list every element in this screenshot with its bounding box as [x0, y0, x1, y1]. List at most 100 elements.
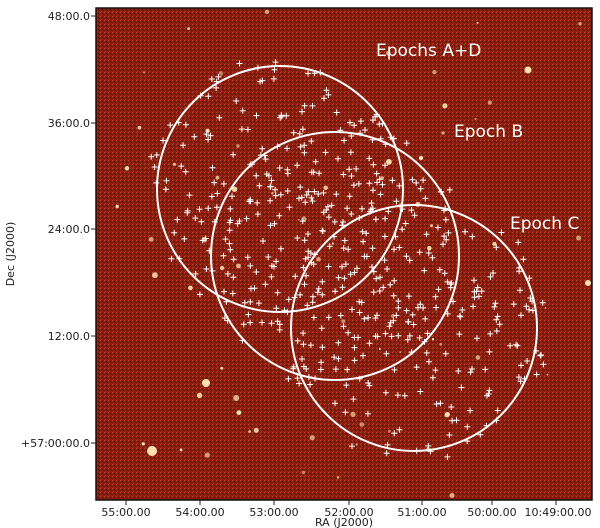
- source-marker: [437, 400, 444, 407]
- source-marker: [366, 180, 373, 187]
- source-marker: [205, 136, 212, 143]
- source-marker: [372, 216, 379, 223]
- source-marker: [294, 235, 301, 241]
- source-marker: [473, 288, 480, 295]
- source-marker: [366, 155, 373, 162]
- source-marker: [299, 126, 306, 133]
- source-marker: [395, 298, 402, 305]
- star: [432, 70, 437, 75]
- source-marker: [305, 231, 311, 237]
- source-marker: [351, 122, 358, 129]
- epoch-label-a-d: Epochs A+D: [376, 41, 481, 61]
- source-marker: [277, 191, 284, 198]
- source-marker: [408, 207, 415, 214]
- source-marker: [447, 284, 454, 291]
- source-marker: [305, 188, 312, 195]
- source-marker: [403, 140, 410, 147]
- source-marker: [420, 304, 427, 311]
- source-marker: [182, 168, 189, 175]
- star: [137, 125, 142, 130]
- source-marker: [446, 186, 453, 193]
- source-marker: [396, 244, 403, 251]
- source-marker: [325, 214, 332, 221]
- source-marker: [207, 132, 214, 139]
- source-marker: [268, 177, 275, 184]
- star: [390, 314, 395, 318]
- star: [196, 392, 203, 399]
- source-marker: [349, 443, 355, 450]
- source-marker: [296, 380, 303, 387]
- source-marker: [307, 250, 314, 257]
- source-marker: [272, 186, 279, 193]
- source-marker: [196, 206, 203, 213]
- source-marker: [260, 238, 266, 244]
- source-marker: [202, 235, 209, 242]
- source-marker: [300, 330, 307, 337]
- source-marker: [425, 250, 432, 256]
- source-marker: [273, 305, 280, 312]
- x-tick-label: 54:00.00: [175, 506, 224, 519]
- source-marker: [276, 321, 283, 328]
- source-marker: [448, 280, 455, 286]
- source-marker: [324, 203, 331, 210]
- source-marker: [356, 298, 363, 305]
- source-marker: [403, 253, 410, 260]
- source-marker: [284, 188, 291, 194]
- source-marker: [395, 304, 402, 311]
- source-marker: [435, 224, 441, 231]
- star: [323, 185, 329, 191]
- star: [248, 430, 251, 433]
- source-marker: [240, 321, 247, 328]
- source-marker: [444, 278, 451, 285]
- star: [219, 265, 225, 271]
- source-marker: [184, 209, 191, 216]
- source-marker: [167, 122, 174, 129]
- source-marker: [344, 205, 351, 212]
- source-marker: [268, 273, 275, 280]
- source-marker: [303, 192, 310, 198]
- source-marker: [464, 423, 471, 430]
- source-marker: [406, 257, 413, 264]
- source-marker: [285, 296, 292, 303]
- source-marker: [373, 275, 380, 282]
- source-marker: [441, 270, 448, 277]
- source-marker: [486, 387, 493, 394]
- source-marker: [467, 407, 474, 414]
- source-marker: [358, 299, 365, 306]
- source-marker: [317, 366, 324, 373]
- star: [179, 448, 183, 452]
- star: [188, 285, 193, 291]
- star: [236, 263, 241, 269]
- source-marker: [319, 344, 326, 351]
- source-marker: [247, 319, 254, 326]
- source-marker: [309, 299, 316, 306]
- star: [233, 395, 240, 401]
- source-marker: [462, 228, 468, 235]
- source-marker: [230, 151, 237, 158]
- source-marker: [272, 192, 279, 199]
- source-marker: [518, 312, 524, 319]
- source-marker: [277, 114, 284, 121]
- source-marker: [198, 218, 205, 225]
- source-marker: [417, 388, 424, 395]
- source-marker: [221, 288, 227, 295]
- source-marker: [382, 215, 389, 222]
- source-marker: [211, 179, 218, 186]
- source-marker: [226, 227, 233, 234]
- source-marker: [253, 112, 260, 119]
- source-marker: [302, 255, 309, 262]
- source-marker: [273, 258, 280, 265]
- source-marker: [498, 229, 505, 236]
- source-marker: [440, 241, 446, 248]
- source-marker: [214, 190, 221, 197]
- source-marker: [342, 261, 349, 268]
- source-marker: [319, 278, 326, 285]
- star: [546, 373, 549, 376]
- source-marker: [244, 126, 251, 133]
- source-marker: [292, 273, 299, 280]
- source-marker: [310, 169, 317, 176]
- source-marker: [420, 177, 427, 184]
- source-marker: [370, 117, 376, 124]
- source-marker: [360, 352, 366, 359]
- source-marker: [369, 245, 376, 252]
